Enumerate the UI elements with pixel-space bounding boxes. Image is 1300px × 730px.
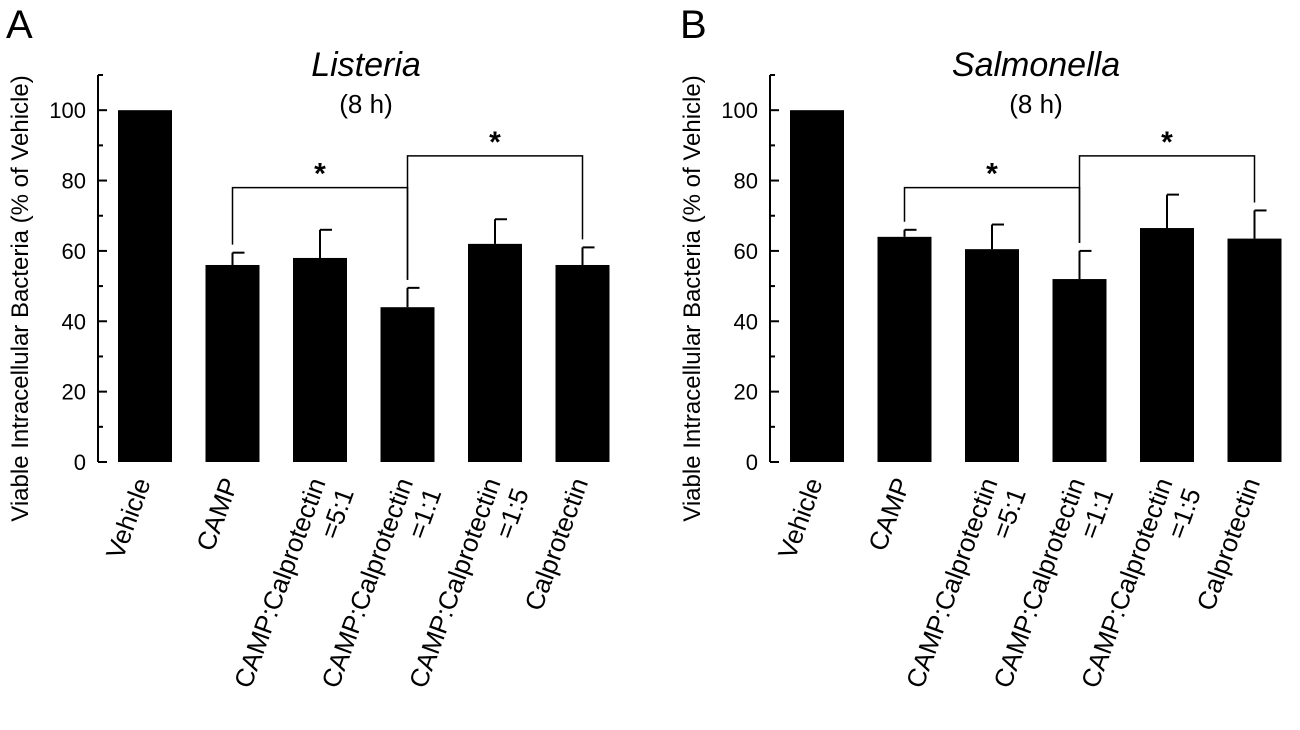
x-category-label: Vehicle (100, 474, 157, 563)
bar (1052, 279, 1107, 462)
y-tick-label: 40 (62, 309, 86, 334)
bar (877, 236, 932, 462)
significance-star: * (986, 158, 998, 191)
y-tick-label: 80 (734, 169, 758, 194)
x-category-line: CAMP (862, 474, 916, 555)
chart-subtitle: (8 h) (339, 89, 392, 119)
y-tick-label: 60 (62, 239, 86, 264)
chart-title: Salmonella (952, 46, 1120, 84)
panel-letter: A (6, 3, 33, 47)
x-category-line: Vehicle (100, 474, 157, 563)
x-category-label: Vehicle (772, 474, 829, 563)
significance-star: * (314, 158, 326, 191)
x-category-label: CAMP (862, 474, 916, 555)
panel-a: A Listeria (8 h) Viable Intracellular Bacte… (6, 3, 610, 692)
x-category-line: CAMP:Calprotectin (900, 474, 1004, 692)
significance-star: * (1161, 126, 1173, 159)
y-tick-label: 60 (734, 239, 758, 264)
bar (555, 264, 610, 462)
bar (1227, 238, 1282, 462)
x-category-line: Vehicle (772, 474, 829, 563)
bar (468, 243, 522, 462)
x-category-label: CAMP (190, 474, 244, 555)
panel-letter: B (680, 3, 707, 47)
bar (965, 249, 1019, 462)
panel-b: B Salmonella (8 h) Viable Intracellular Bac… (679, 3, 1282, 692)
y-axis-label: Viable Intracellular Bacteria (% of Vehi… (7, 75, 34, 521)
bar (205, 264, 260, 462)
y-tick-label: 80 (62, 169, 86, 194)
bar (380, 307, 435, 462)
bar (293, 257, 347, 462)
bar (1140, 228, 1194, 462)
significance-bracket (406, 155, 584, 280)
y-axis-label: Viable Intracellular Bacteria (% of Vehi… (679, 75, 706, 521)
y-tick-label: 40 (734, 309, 758, 334)
significance-bracket (1078, 155, 1256, 243)
y-tick-label: 20 (734, 380, 758, 405)
bar (790, 110, 844, 462)
y-tick-label: 20 (62, 380, 86, 405)
y-tick-label: 100 (721, 98, 758, 123)
x-category-line: CAMP (190, 474, 244, 555)
y-tick-label: 100 (49, 98, 86, 123)
y-tick-label: 0 (74, 450, 86, 475)
x-category-line: CAMP:Calprotectin (228, 474, 332, 692)
bar (118, 110, 172, 462)
significance-star: * (489, 126, 501, 159)
chart-title: Listeria (311, 46, 421, 84)
chart-subtitle: (8 h) (1009, 89, 1062, 119)
y-tick-label: 0 (746, 450, 758, 475)
